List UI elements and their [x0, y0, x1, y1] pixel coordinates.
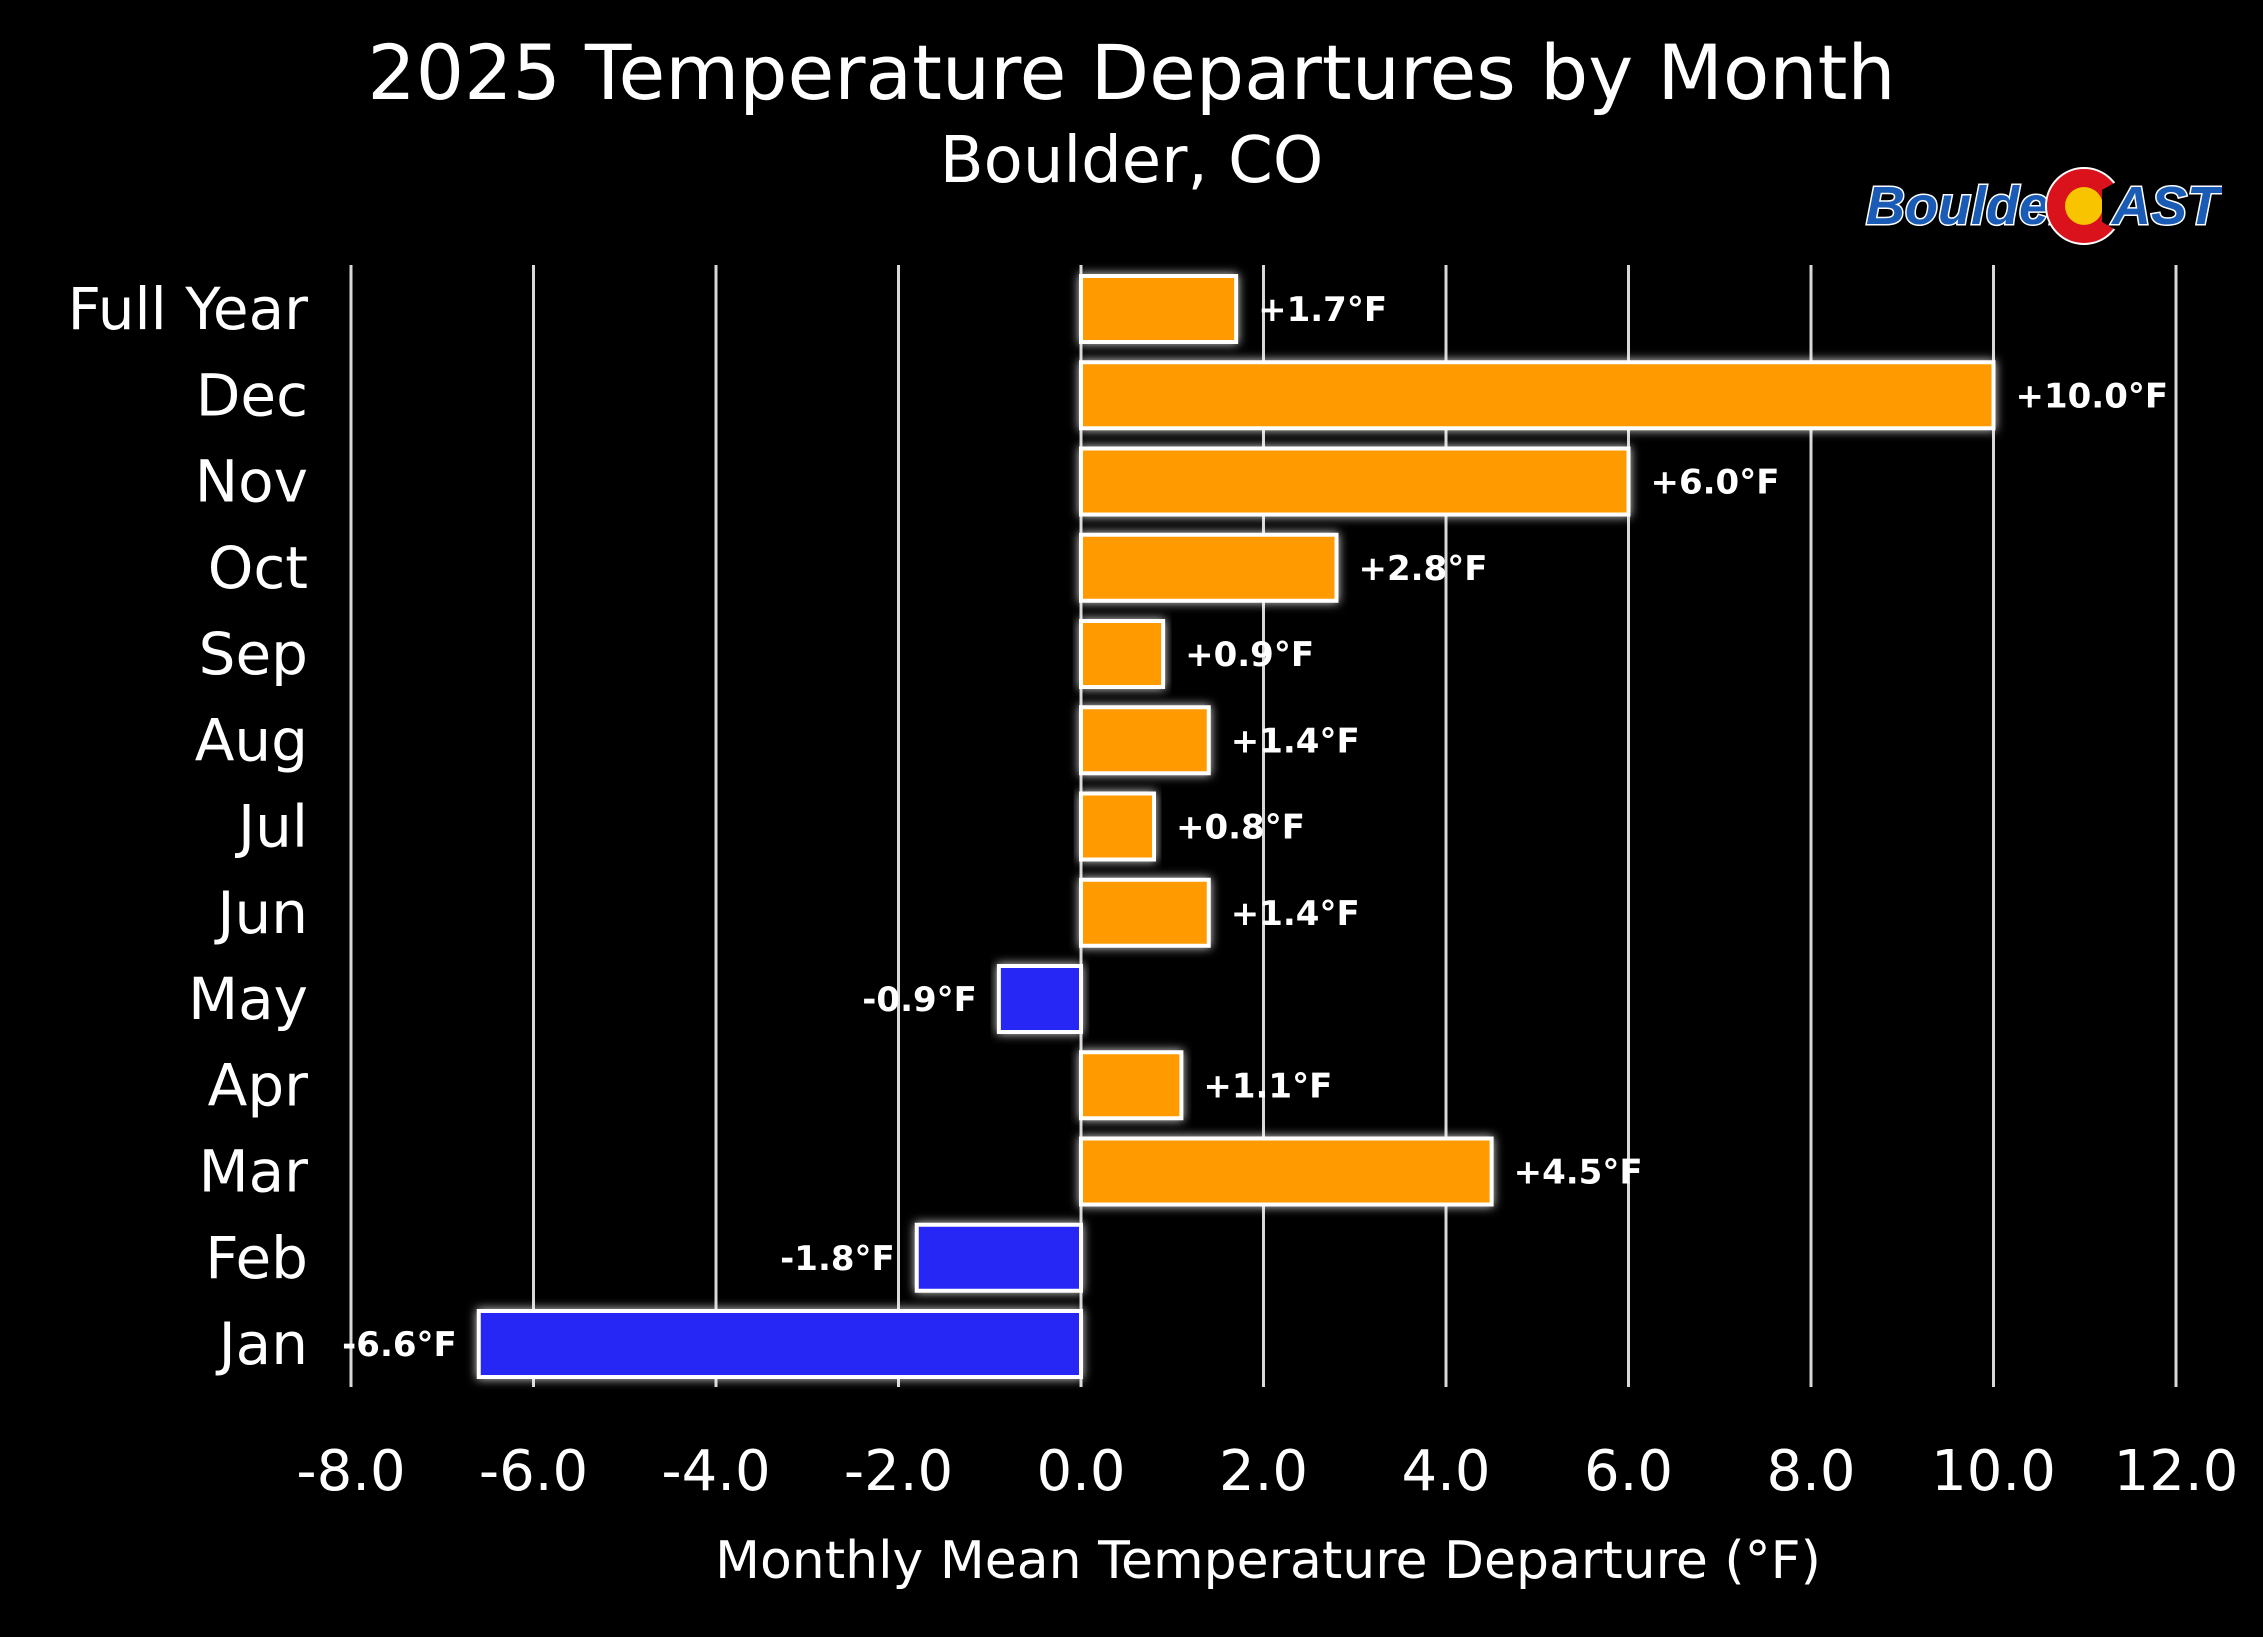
x-tick-label: 4.0 [1401, 1439, 1490, 1504]
data-label: +0.8°F [1176, 808, 1305, 848]
data-label: +2.8°F [1359, 549, 1488, 589]
x-tick-label: -4.0 [661, 1439, 770, 1504]
data-label: -0.9°F [862, 980, 977, 1020]
bar-oct [1079, 532, 1339, 603]
category-label: May [188, 965, 308, 1033]
category-label: Apr [208, 1051, 308, 1119]
data-label: +10.0°F [2016, 376, 2169, 416]
data-label: +6.0°F [1651, 463, 1780, 503]
chart-subtitle: Boulder, CO [939, 124, 1324, 198]
bar-jul [1079, 791, 1156, 862]
category-label: Jan [216, 1310, 308, 1378]
data-label: +1.1°F [1203, 1066, 1332, 1106]
category-label: Oct [208, 534, 308, 602]
bar-jun [1079, 877, 1211, 948]
bar-full-year [1079, 274, 1239, 344]
bar-nov [1079, 446, 1631, 517]
x-tick-label: 0.0 [1036, 1439, 1125, 1504]
x-tick-labels: -8.0 -6.0 -4.0 -2.0 0.0 2.0 4.0 6.0 8.0 10.0 12.0 [296, 1439, 2238, 1504]
bar-sep [1079, 619, 1166, 689]
category-label: Nov [195, 448, 308, 516]
category-label: Dec [196, 361, 308, 429]
x-tick-label: 10.0 [1931, 1439, 2056, 1504]
bar-dec [1079, 360, 1996, 431]
category-label: Aug [195, 706, 308, 774]
bouldercast-logo: Boulder AST [1865, 167, 2222, 245]
bar-feb [914, 1222, 1083, 1293]
bar-may [996, 964, 1083, 1034]
data-label: -6.6°F [342, 1325, 457, 1365]
colorado-flag-c-icon [2045, 167, 2130, 245]
bars [476, 274, 1996, 1379]
category-label: Jul [235, 793, 308, 861]
data-label: +1.7°F [1258, 290, 1387, 330]
logo-text-ast: AST [2110, 176, 2222, 236]
x-tick-label: 2.0 [1219, 1439, 1308, 1504]
bar-jan [476, 1309, 1083, 1379]
bar-apr [1079, 1050, 1184, 1121]
category-label: Feb [205, 1224, 308, 1292]
data-label: +1.4°F [1231, 721, 1360, 761]
x-tick-label: -8.0 [296, 1439, 405, 1504]
data-label: -1.8°F [780, 1239, 895, 1279]
logo-text-boulder: Boulder [1866, 176, 2073, 236]
x-tick-label: 12.0 [2114, 1439, 2239, 1504]
data-label: +0.9°F [1185, 635, 1314, 675]
data-labels: +1.7°F +10.0°F +6.0°F +2.8°F +0.9°F +1.4°F +0.… [342, 290, 2168, 1365]
category-label: Mar [199, 1138, 309, 1206]
category-label: Jun [214, 879, 308, 947]
x-tick-label: 6.0 [1584, 1439, 1673, 1504]
data-label: +1.4°F [1231, 894, 1360, 934]
bar-aug [1079, 705, 1211, 776]
x-tick-label: -6.0 [479, 1439, 588, 1504]
x-tick-label: 8.0 [1766, 1439, 1855, 1504]
data-label: +4.5°F [1514, 1153, 1643, 1193]
bar-mar [1079, 1136, 1494, 1207]
category-labels: Full Year Dec Nov Oct Sep Aug Jul Jun May Apr Mar F… [68, 275, 309, 1378]
x-tick-label: -2.0 [844, 1439, 953, 1504]
category-label: Sep [199, 620, 308, 688]
chart-title: 2025 Temperature Departures by Month [367, 28, 1896, 117]
x-axis-label: Monthly Mean Temperature Departure (°F) [715, 1531, 1821, 1591]
category-label: Full Year [68, 275, 309, 343]
